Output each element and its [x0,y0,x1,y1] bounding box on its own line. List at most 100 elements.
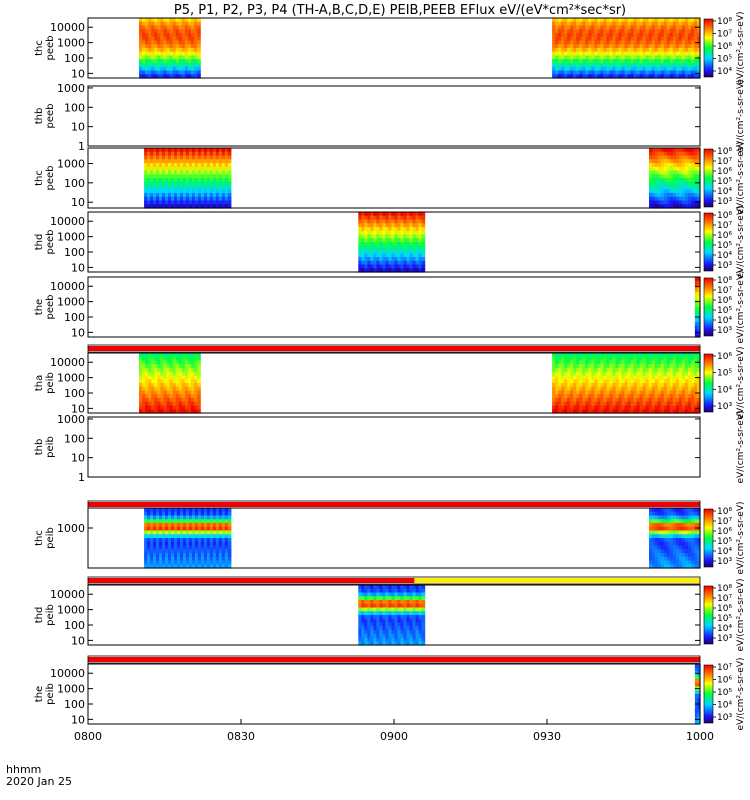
spectrogram-cell [612,394,617,399]
spectrogram-cell [612,360,617,365]
spectrogram-cell [615,353,620,358]
spectrogram-cell [162,193,166,198]
spectrogram-cell [603,368,608,373]
spectrogram-cell [694,329,699,334]
spectrogram-cell [645,36,650,42]
spectrogram-cell [418,245,423,251]
spectrogram-cell [200,515,205,520]
spectrogram-cell [151,36,155,42]
spectrogram-cell [227,185,232,190]
spectrogram-cell [361,585,365,590]
spectrogram-cell [379,242,384,247]
spectrogram-cell [174,204,178,209]
spectrogram-cell [651,398,656,403]
spectrogram-cell [391,633,396,639]
spectrogram-cell [197,383,201,388]
spectrogram-cell [693,51,698,57]
spectrogram-cell [627,48,632,53]
spectrogram-cell [669,36,674,42]
spectrogram-cell [394,227,399,232]
spectrogram-cell [588,401,592,407]
spectrogram-cell [382,615,387,620]
spectrogram-cell [672,66,677,72]
spectrogram-cell [176,189,181,194]
spectrogram-cell [418,242,423,247]
spectrogram-cell [159,564,163,569]
spectrogram-cell [564,59,568,64]
spectrogram-cell [184,18,189,23]
spectrogram-cell [576,25,580,30]
spectrogram-cell [652,519,656,524]
spectrogram-cell [652,174,656,179]
spectrogram-cell [179,511,184,517]
colorbar-units-label: eV/(cm²-s-sr-eV) [736,11,746,84]
spectrogram-cell [179,200,184,205]
spectrogram-cell [664,560,668,565]
spectrogram-cell [609,25,614,30]
spectrogram-cell [676,556,680,562]
spectrogram-cell [157,36,162,42]
spectrogram-cell [670,174,674,179]
spectrogram-cell [421,641,426,646]
spectrogram-cell [358,234,362,239]
spectrogram-cell [364,260,368,266]
spectrogram-cell [385,622,390,627]
spectrogram-cell [558,66,562,72]
spectrogram-cell [570,356,574,362]
spectrogram-cell [567,360,571,365]
spectrogram-cell [412,618,417,624]
spectrogram-cell [661,523,665,528]
spectrogram-cell [385,253,390,258]
spectrogram-cell [157,29,162,34]
spectrogram-cell [685,515,689,520]
spectrogram-cell [564,40,568,45]
spectrogram-cell [660,364,665,369]
spectrogram-cell [576,401,580,407]
spectrogram-cell [633,74,638,79]
spectrogram-cell [181,394,186,399]
spectrogram-cell [156,541,160,547]
spectrogram-cell [573,401,577,407]
spectrogram-cell [191,193,196,198]
spectrogram-cell [139,398,143,403]
spectrogram-cell [697,716,701,721]
spectrogram-cell [157,386,162,392]
spectrogram-cell [597,383,601,388]
spectrogram-cell [691,170,695,175]
spectrogram-cell [367,223,371,228]
spectrogram-cell [187,401,192,407]
spectrogram-cell [370,253,374,258]
spectrogram-cell [696,394,701,399]
spectrogram-cell [166,398,171,403]
spectrogram-cell [696,383,701,388]
spectrogram-cell [576,63,580,68]
spectrogram-cell [182,526,187,532]
spectrogram-cell [660,51,665,57]
spectrogram-cell [166,386,171,392]
spectrogram-cell [558,401,562,407]
spectrogram-cell [169,29,174,34]
spectrogram-cell [421,219,426,224]
spectrogram-cell [639,66,644,72]
spectrogram-cell [162,178,166,183]
spectrogram-cell [194,523,199,528]
spectrogram-cell [555,390,559,395]
spectrogram-cell [169,59,174,64]
spectrogram-cell [394,592,399,597]
spectrogram-cell [162,553,166,558]
spectrogram-cell [633,390,638,395]
spectrogram-cell [159,178,163,183]
spectrogram-cell [591,59,595,64]
spectrogram-cell [142,55,146,60]
spectrogram-cell [159,166,163,172]
spectrogram-cell [215,196,220,202]
spectrogram-cell [669,33,674,38]
spectrogram-cell [218,200,223,205]
spectrogram-cell [688,530,692,535]
spectrogram-cell [673,163,677,168]
spectrogram-cell [648,375,653,380]
spectrogram-cell [153,519,157,524]
spectrogram-cell [552,36,556,42]
spectrogram-cell [388,230,393,236]
spectrogram-cell [630,360,635,365]
